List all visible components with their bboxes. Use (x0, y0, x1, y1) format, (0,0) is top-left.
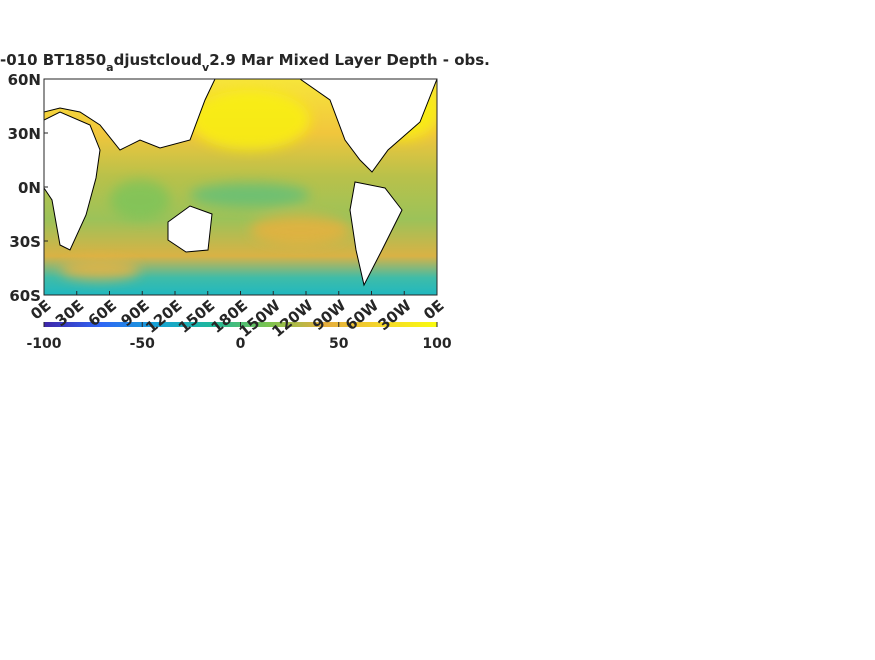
colorbar-tick-label: 0 (236, 336, 246, 352)
colorbar-tick-label: 50 (329, 336, 349, 352)
colorbar-tick-label: -50 (130, 336, 156, 352)
x-tick-label: 0E (420, 296, 447, 323)
x-tick-label: 120E (142, 296, 185, 337)
title-part: -010 BT1850 (0, 51, 106, 69)
colorbar-tick-label: 100 (422, 336, 451, 352)
y-tick-label: 60S (9, 287, 41, 305)
x-tick-label: 60W (342, 296, 383, 334)
y-tick-label: 30S (9, 233, 41, 251)
map-field (44, 79, 437, 295)
x-tick-label: 90W (309, 296, 350, 334)
x-tick-label: 30W (375, 296, 416, 334)
title-part: 2.9 Mar Mixed Layer Depth - obs. (209, 51, 490, 69)
title: -010 BT1850adjustcloudv2.9 Mar Mixed Lay… (0, 51, 490, 74)
title-subscript: a (106, 61, 113, 74)
y-tick-label: 0N (18, 179, 41, 197)
title-part: djustcloud (114, 51, 202, 69)
y-tick-label: 30N (8, 125, 41, 143)
x-tick-label: 150E (175, 296, 218, 337)
colorbar-tick-label: -100 (26, 336, 61, 352)
y-tick-label: 60N (8, 71, 41, 89)
title-subscript: v (202, 61, 210, 74)
